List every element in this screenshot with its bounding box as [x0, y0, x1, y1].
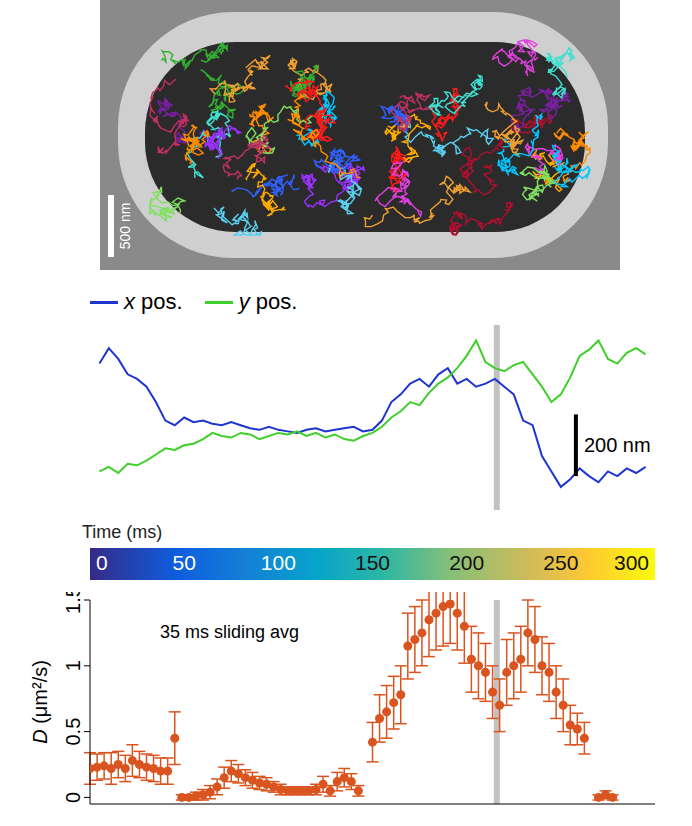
html-text:50: 50 — [172, 551, 196, 574]
html-text:35 ms sliding avg: 35 ms sliding avg — [160, 622, 300, 642]
html-text:D: D — [28, 729, 51, 744]
html-text:x pos.: x pos. — [124, 289, 183, 314]
html-text:150: 150 — [355, 551, 390, 574]
html-text:200: 200 — [449, 551, 485, 574]
html-text:y pos.: y pos. — [238, 289, 298, 314]
svg-text:0.5: 0.5 — [62, 718, 84, 746]
html-text:250: 250 — [543, 551, 579, 574]
html-text:300: 300 — [614, 551, 649, 574]
svg-text:500 nm: 500 nm — [117, 203, 133, 250]
html-text:0: 0 — [96, 551, 108, 574]
html-text:(μm²/s): (μm²/s) — [28, 660, 51, 730]
html-text:100: 100 — [260, 551, 296, 574]
svg-text:1.5: 1.5 — [62, 592, 84, 614]
html-text:Time (ms): Time (ms) — [82, 522, 163, 542]
svg-text:0: 0 — [62, 792, 84, 803]
svg-text:200 nm: 200 nm — [584, 434, 651, 456]
svg-text:1: 1 — [62, 660, 84, 671]
